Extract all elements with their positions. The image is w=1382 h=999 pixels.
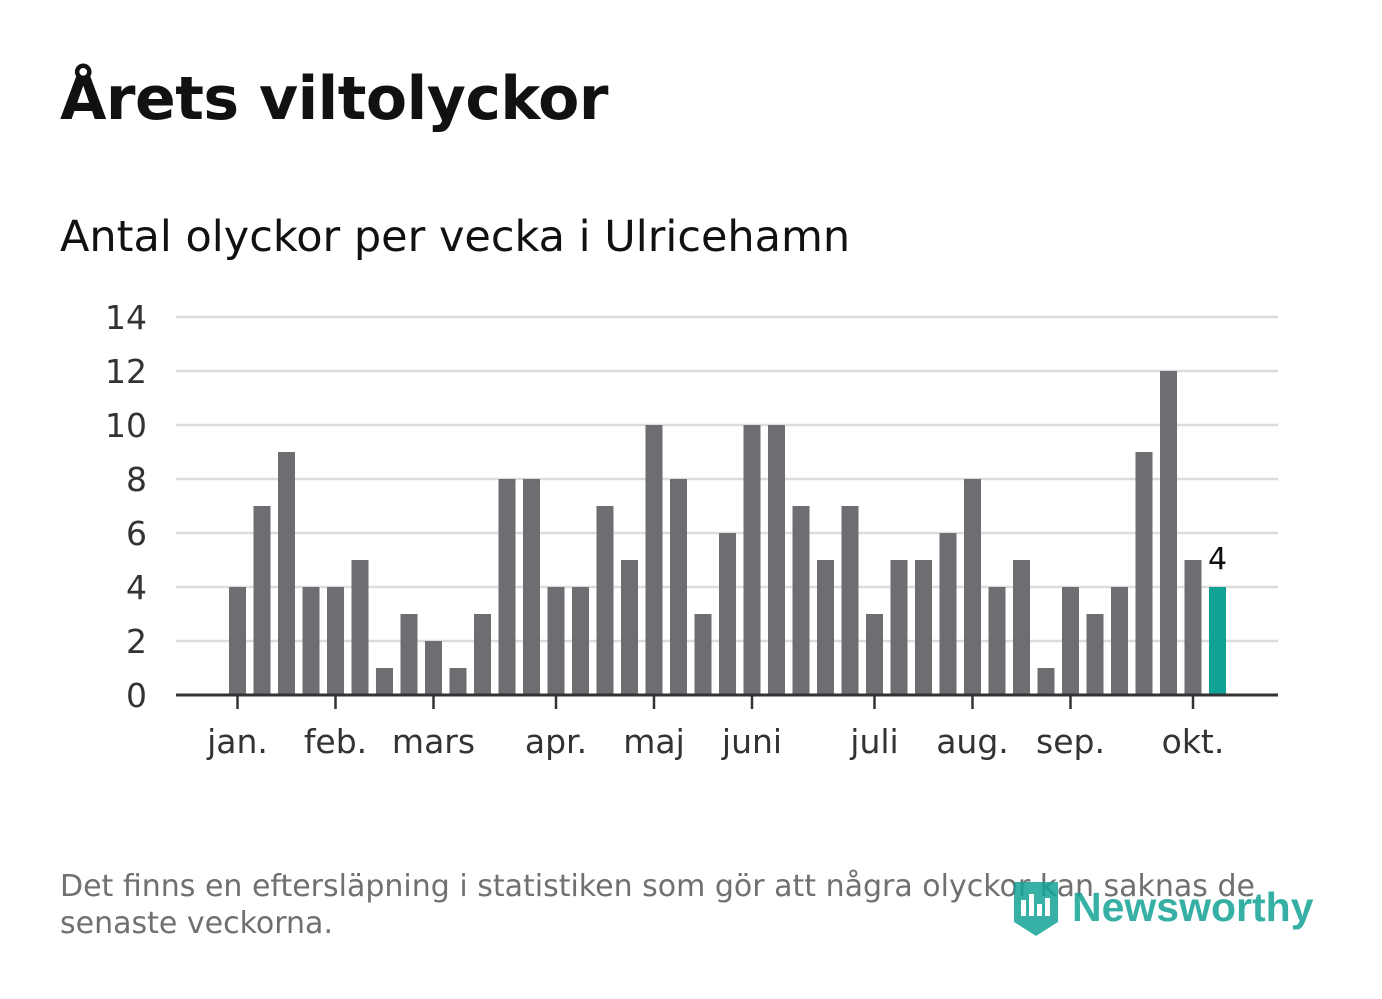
bar [400, 614, 418, 695]
bar [327, 587, 344, 695]
bar [547, 587, 565, 695]
bar [449, 668, 467, 695]
bar [351, 560, 369, 695]
bar [523, 479, 540, 695]
bar [792, 506, 810, 695]
y-tick-label: 6 [126, 514, 147, 553]
bar [278, 452, 295, 695]
bar [1184, 560, 1202, 695]
x-tick-label: okt. [1162, 722, 1225, 761]
x-tick-label: maj [623, 722, 685, 761]
bar [645, 425, 663, 695]
x-tick-label: sep. [1036, 722, 1105, 761]
bar [670, 479, 687, 695]
bar [1013, 560, 1030, 695]
bar [768, 425, 785, 695]
chart-title: Årets viltolyckor [60, 64, 609, 134]
bar [376, 668, 393, 695]
chart-subtitle: Antal olyckor per vecka i Ulricehamn [60, 212, 851, 262]
bar [841, 506, 859, 695]
bar [474, 614, 491, 695]
logo-wordmark: Newsworthy [1072, 883, 1314, 930]
y-tick-label: 0 [126, 676, 147, 715]
bar [719, 533, 736, 695]
bar [964, 479, 981, 695]
y-tick-label: 4 [126, 568, 147, 607]
y-tick-label: 2 [126, 622, 147, 661]
bar [498, 479, 516, 695]
bar [1086, 614, 1104, 695]
y-tick-label: 12 [105, 352, 147, 391]
bar [915, 560, 932, 695]
bar [1135, 452, 1153, 695]
bars [229, 371, 1226, 695]
bar [621, 560, 638, 695]
x-tick-label: juni [721, 722, 782, 761]
bar [988, 587, 1006, 695]
highlight-value-label: 4 [1208, 542, 1227, 577]
x-tick-label: mars [392, 722, 475, 761]
bar [694, 614, 712, 695]
bar [890, 560, 908, 695]
axes [176, 693, 1278, 709]
y-tick-label: 10 [105, 406, 147, 445]
newsworthy-logo-icon [1014, 882, 1058, 936]
bar [1037, 668, 1055, 695]
x-tick-label: apr. [525, 722, 587, 761]
bar [596, 506, 614, 695]
bar-highlight [1209, 587, 1226, 695]
bar [1160, 371, 1177, 695]
bar [1062, 587, 1079, 695]
bar [939, 533, 957, 695]
x-tick-label: jan. [206, 722, 268, 761]
newsworthy-logo: Newsworthy [1010, 876, 1314, 938]
bar [1111, 587, 1128, 695]
y-tick-label: 14 [105, 298, 147, 337]
bar [302, 587, 320, 695]
bar [425, 641, 442, 695]
x-tick-label: juli [849, 722, 898, 761]
bar [253, 506, 271, 695]
bar [229, 587, 246, 695]
labels: 0 2 4 6 8 10 12 14 4 jan. feb. mars apr. maj juni juli a… [105, 298, 1227, 761]
bar [817, 560, 834, 695]
y-tick-label: 8 [126, 460, 147, 499]
x-tick-label: aug. [936, 722, 1009, 761]
bar [572, 587, 589, 695]
bar [743, 425, 761, 695]
bar-chart: 0 2 4 6 8 10 12 14 4 jan. feb. mars apr. maj juni juli a… [105, 298, 1278, 761]
bar [866, 614, 883, 695]
x-tick-label: feb. [304, 722, 367, 761]
